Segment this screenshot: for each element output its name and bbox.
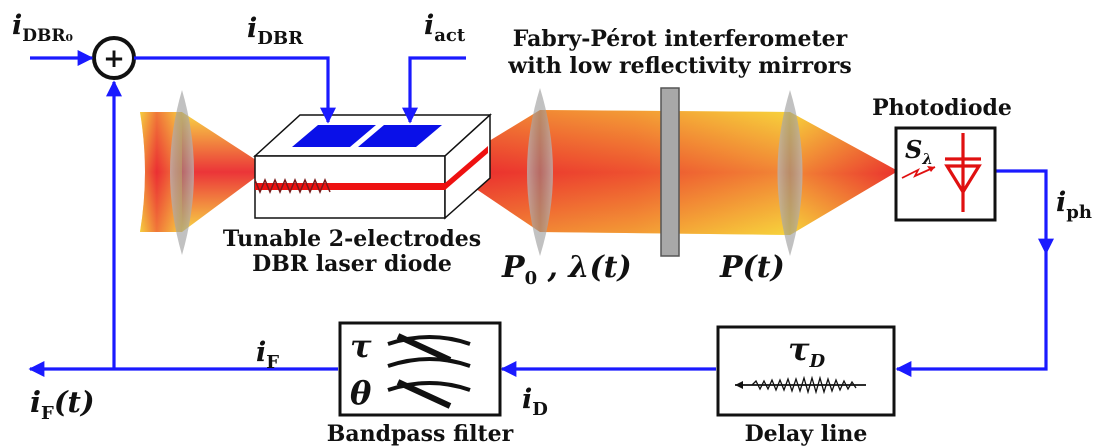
beam-input xyxy=(140,112,256,232)
photodiode-box xyxy=(894,126,997,222)
label-if: iF xyxy=(256,337,279,373)
laser-diode-block xyxy=(253,113,492,220)
label-id: iD xyxy=(522,384,548,420)
label-p-t: P(t) xyxy=(719,250,785,285)
beam-collimated xyxy=(445,110,790,235)
beam-focused xyxy=(790,112,898,235)
lens-2 xyxy=(527,88,553,256)
summing-junction: + xyxy=(92,36,136,80)
lens-3 xyxy=(777,90,803,256)
label-tau: τ xyxy=(350,327,372,365)
photodiode-symbol xyxy=(944,164,982,196)
light-arrow-icon xyxy=(901,166,936,179)
bandpass-filter-label: Bandpass filter xyxy=(327,421,514,446)
lens-1 xyxy=(170,90,194,255)
laser-label-line2: DBR laser diode xyxy=(252,251,452,277)
label-iact: iact xyxy=(424,10,466,46)
dbr-electrode xyxy=(292,125,376,147)
filter-wave-icon xyxy=(387,335,471,346)
chirp-wave-icon xyxy=(751,375,857,395)
wire-idbr xyxy=(134,56,336,124)
dbr-grating xyxy=(254,178,331,194)
fabry-perot-title-line1: Fabry-Pérot interferometer xyxy=(513,26,848,52)
label-idbr0: iDBR₀ xyxy=(12,10,73,46)
label-if-t: iF(t) xyxy=(30,385,95,424)
summing-plus-sign: + xyxy=(103,44,125,74)
photodiode-label: Photodiode xyxy=(872,95,1012,121)
wire-iact xyxy=(402,56,466,124)
delay-line-label: Delay line xyxy=(745,421,868,446)
laser-waveguide-stripe xyxy=(255,183,445,190)
fabry-perot-plate xyxy=(660,87,680,257)
wire-iph xyxy=(995,169,1054,255)
wire-to-delay xyxy=(895,253,1048,377)
label-iph: iph xyxy=(1056,187,1092,223)
delay-line-box xyxy=(716,325,896,417)
label-p0-lambda: P0 , λ(t) xyxy=(501,250,632,289)
active-electrode xyxy=(358,125,442,147)
label-s-lambda: Sλ xyxy=(905,135,933,168)
label-tau-d: τD xyxy=(788,330,826,372)
label-idbr: iDBR xyxy=(247,13,304,49)
label-theta: θ xyxy=(350,374,372,412)
laser-label-line1: Tunable 2-electrodes xyxy=(223,226,481,252)
bandpass-filter-box xyxy=(338,321,502,417)
fabry-perot-title-line2: with low reflectivity mirrors xyxy=(507,53,851,79)
